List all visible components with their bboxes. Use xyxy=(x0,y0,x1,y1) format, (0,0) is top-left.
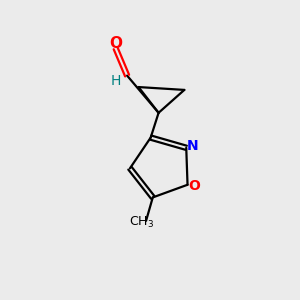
Text: CH$_3$: CH$_3$ xyxy=(129,215,154,230)
Text: O: O xyxy=(188,179,200,193)
Text: O: O xyxy=(109,36,122,51)
Text: H: H xyxy=(111,74,122,88)
Text: N: N xyxy=(187,140,198,153)
